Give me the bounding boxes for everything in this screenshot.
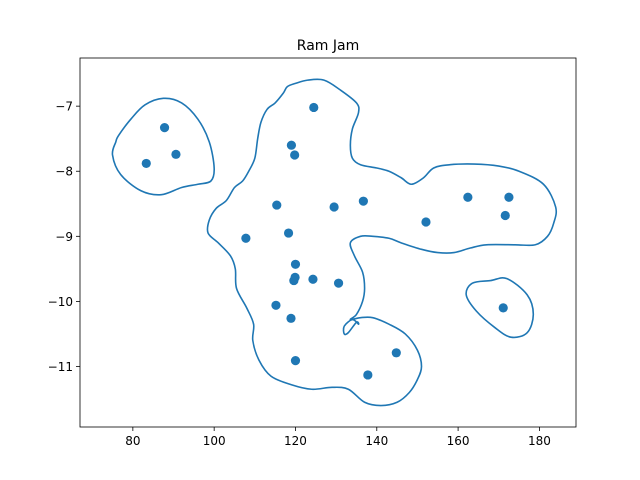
contour-line xyxy=(111,97,216,196)
data-point xyxy=(308,274,318,284)
chart-title: Ram Jam xyxy=(297,38,359,54)
x-tick-label: 180 xyxy=(528,434,551,448)
data-point xyxy=(141,158,151,169)
x-tick-label: 100 xyxy=(203,434,226,448)
data-point xyxy=(500,210,510,221)
data-point xyxy=(271,300,281,310)
x-tick-label: 160 xyxy=(447,434,470,448)
y-tick-label: −11 xyxy=(48,360,73,374)
data-point xyxy=(241,233,251,243)
data-point xyxy=(358,196,368,206)
data-point xyxy=(329,202,339,212)
data-point xyxy=(498,303,508,313)
data-point xyxy=(363,370,373,380)
contour-line xyxy=(342,318,360,336)
data-point xyxy=(504,192,514,202)
contour-line xyxy=(465,277,535,339)
data-point xyxy=(283,228,294,238)
data-point xyxy=(290,356,301,366)
y-axis: −7 −8 −9 −10 −11 xyxy=(48,100,80,374)
data-point xyxy=(171,149,181,159)
data-point xyxy=(421,217,431,227)
data-point xyxy=(286,313,296,323)
y-tick-label: −10 xyxy=(48,295,73,309)
data-point xyxy=(290,150,300,160)
data-point xyxy=(286,140,297,150)
y-tick-label: −8 xyxy=(55,165,73,179)
data-point xyxy=(309,102,319,113)
x-axis: 80 100 120 140 160 180 xyxy=(125,427,551,448)
y-tick-label: −9 xyxy=(55,230,73,244)
x-tick-label: 120 xyxy=(284,434,307,448)
plot-frame xyxy=(79,57,577,428)
data-points xyxy=(141,102,514,380)
data-point xyxy=(289,275,299,286)
y-tick-label: −7 xyxy=(55,100,73,114)
data-point xyxy=(333,278,344,288)
contour-line xyxy=(206,78,558,407)
data-point xyxy=(272,200,282,210)
data-point xyxy=(159,123,170,133)
data-point xyxy=(463,192,473,202)
density-contours xyxy=(111,78,558,407)
data-point xyxy=(391,348,401,358)
data-point xyxy=(290,259,301,269)
x-tick-label: 80 xyxy=(125,434,140,448)
x-tick-label: 140 xyxy=(365,434,388,448)
